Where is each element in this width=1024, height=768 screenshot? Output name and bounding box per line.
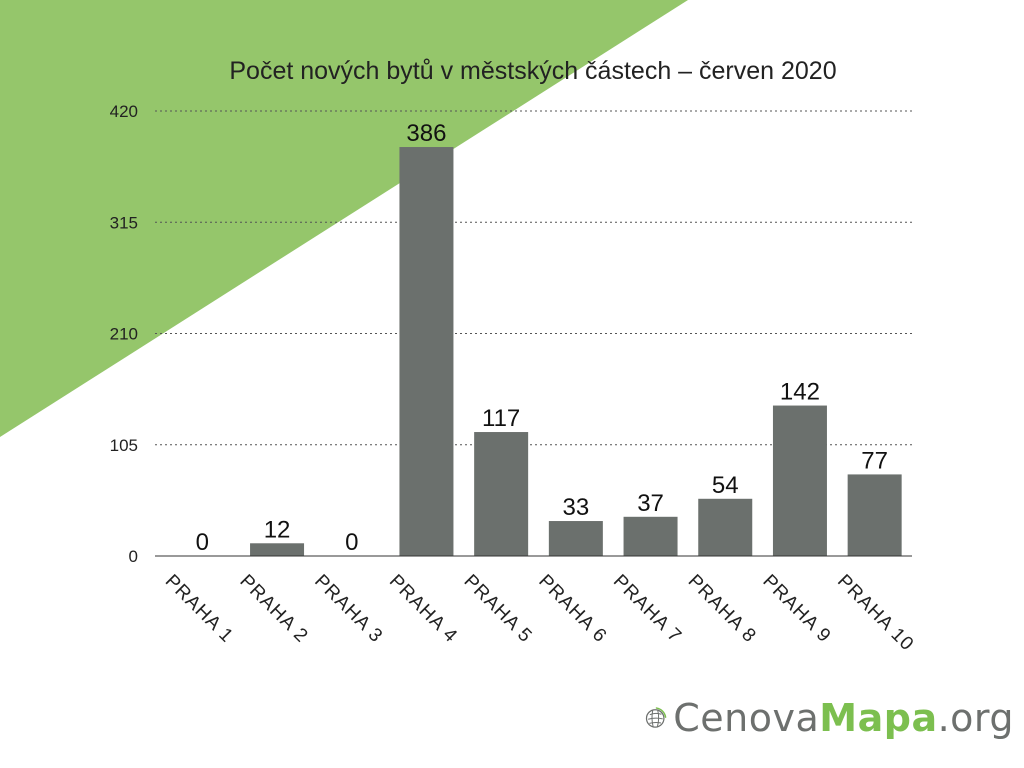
bar-praha-9 xyxy=(772,405,827,556)
bar-praha-2 xyxy=(250,543,305,556)
logo-text-cenova: Cenova xyxy=(673,696,820,740)
y-tick-label: 315 xyxy=(110,213,138,232)
data-labels: 0 12 0 386 117 33 37 54 142 77 xyxy=(196,120,888,556)
data-label: 54 xyxy=(712,472,739,499)
y-tick-label: 420 xyxy=(110,102,138,121)
y-tick-label: 105 xyxy=(110,436,138,455)
x-tick-label: PRAHA 5 xyxy=(460,571,537,648)
bars xyxy=(250,147,902,556)
data-label: 0 xyxy=(345,529,358,556)
y-tick-label: 210 xyxy=(110,325,138,344)
logo-text-org: .org xyxy=(937,696,1014,740)
chart-title: Počet nových bytů v městských částech – … xyxy=(229,57,836,85)
x-tick-label: PRAHA 6 xyxy=(534,571,611,648)
bar-praha-7 xyxy=(623,516,678,556)
y-tick-label: 0 xyxy=(129,547,138,566)
data-label: 37 xyxy=(637,490,664,517)
x-tick-label: PRAHA 3 xyxy=(310,571,387,648)
bar-praha-4 xyxy=(399,147,454,556)
globe-icon xyxy=(645,707,667,728)
data-label: 386 xyxy=(406,120,446,147)
y-axis-ticks: 0 105 210 315 420 xyxy=(110,102,138,566)
bar-praha-10 xyxy=(847,474,902,556)
data-label: 33 xyxy=(562,494,589,521)
cenovamapa-logo: CenovaMapa.org xyxy=(644,688,1014,748)
data-label: 117 xyxy=(482,405,520,432)
data-label: 12 xyxy=(264,516,291,543)
x-tick-label: PRAHA 2 xyxy=(236,571,313,648)
x-tick-label: PRAHA 1 xyxy=(161,571,238,648)
data-label: 0 xyxy=(196,529,209,556)
bar-praha-5 xyxy=(474,432,529,556)
data-label: 142 xyxy=(780,379,820,406)
logo-text: CenovaMapa.org xyxy=(673,696,1014,740)
x-tick-label: PRAHA 8 xyxy=(684,571,761,648)
x-tick-label: PRAHA 4 xyxy=(385,571,462,648)
x-tick-label: PRAHA 7 xyxy=(609,571,686,648)
x-tick-label: PRAHA 9 xyxy=(758,571,835,648)
x-tick-label: PRAHA 10 xyxy=(833,571,918,656)
bar-praha-8 xyxy=(698,498,753,556)
data-label: 77 xyxy=(861,447,888,474)
logo-text-mapa: Mapa xyxy=(819,696,938,740)
bar-praha-6 xyxy=(548,521,603,556)
